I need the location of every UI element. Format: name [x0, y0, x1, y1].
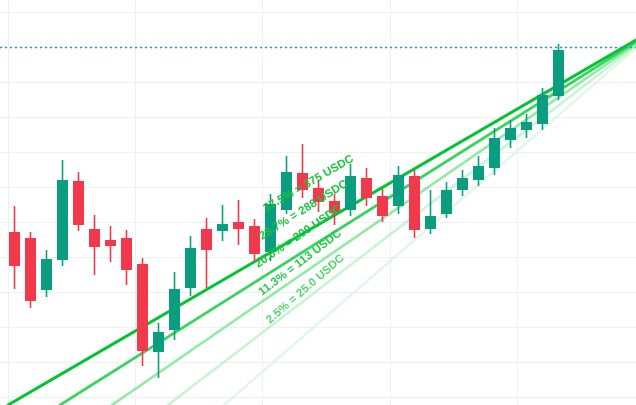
candle-body-down[interactable] — [361, 178, 372, 198]
projection-line-200[interactable] — [110, 42, 636, 405]
candle-body-down[interactable] — [377, 196, 388, 216]
candle-body-up[interactable] — [169, 289, 180, 330]
candle-body-up[interactable] — [281, 172, 292, 210]
candle-body-down[interactable] — [233, 222, 244, 229]
candle-body-down[interactable] — [137, 264, 148, 351]
candle-body-up[interactable] — [265, 204, 276, 252]
candle-body-down[interactable] — [25, 238, 36, 301]
candle-body-down[interactable] — [73, 181, 84, 225]
candle-body-up[interactable] — [489, 138, 500, 168]
candle-body-up[interactable] — [457, 178, 468, 190]
candle-series[interactable] — [9, 44, 564, 378]
candle-body-up[interactable] — [217, 224, 228, 231]
candle-body-down[interactable] — [297, 173, 308, 190]
candle-body-up[interactable] — [505, 128, 516, 140]
candle-body-down[interactable] — [313, 188, 324, 202]
candle-body-down[interactable] — [201, 229, 212, 250]
candle-body-up[interactable] — [57, 180, 68, 260]
candle-body-up[interactable] — [393, 175, 404, 206]
candle-body-down[interactable] — [105, 240, 116, 246]
projection-line-375[interactable] — [6, 38, 636, 405]
candle-body-down[interactable] — [121, 238, 132, 270]
candle-body-up[interactable] — [185, 248, 196, 288]
candle-body-up[interactable] — [473, 166, 484, 180]
candle-body-down[interactable] — [249, 226, 260, 254]
candle-body-down[interactable] — [329, 201, 340, 213]
projection-line-113[interactable] — [166, 44, 636, 405]
candle-body-up[interactable] — [537, 95, 548, 124]
candle-body-up[interactable] — [153, 332, 164, 352]
candle-body-up[interactable] — [521, 122, 532, 130]
candle-body-up[interactable] — [441, 190, 452, 214]
candle-body-down[interactable] — [9, 232, 20, 266]
candle-body-down[interactable] — [89, 229, 100, 247]
candle-body-up[interactable] — [345, 176, 356, 210]
candle-body-up[interactable] — [41, 259, 52, 290]
candle-body-up[interactable] — [553, 50, 564, 96]
candle-body-down[interactable] — [409, 176, 420, 230]
candle-body-up[interactable] — [425, 216, 436, 229]
